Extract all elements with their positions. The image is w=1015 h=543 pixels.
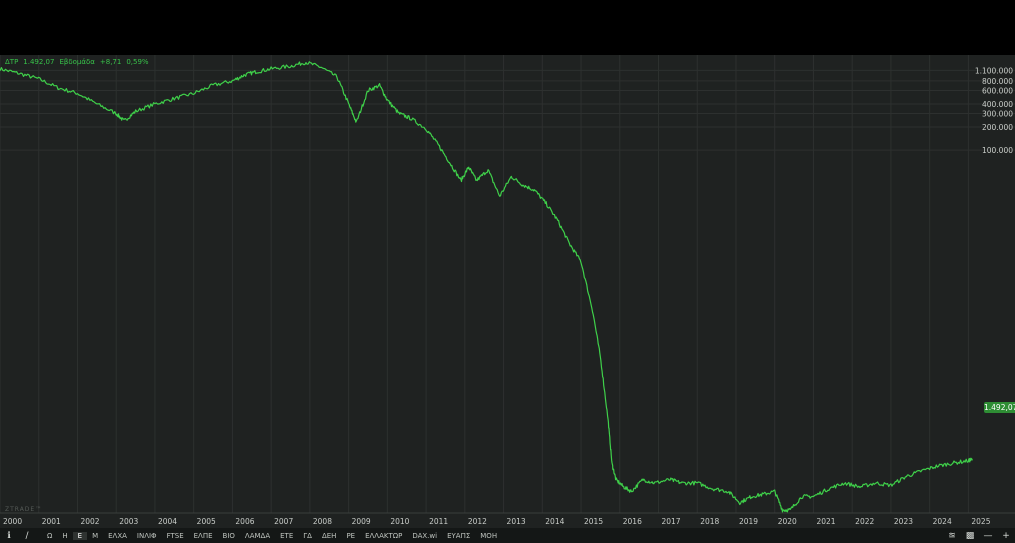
x-tick-label: 2004 bbox=[158, 517, 177, 526]
toolbar-item-1[interactable]: Η bbox=[62, 531, 68, 540]
x-tick-label: 2007 bbox=[274, 517, 293, 526]
x-tick-label: 2019 bbox=[739, 517, 758, 526]
toolbar-item-2[interactable]: Ε bbox=[72, 531, 88, 540]
legend-value: 1.492,07 bbox=[23, 58, 55, 66]
x-tick-label: 2015 bbox=[584, 517, 603, 526]
toolbar-item-16[interactable]: ΕΥΑΠΣ bbox=[447, 531, 471, 540]
legend-symbol: ΔΤΡ bbox=[5, 58, 19, 66]
x-tick-label: 2003 bbox=[119, 517, 138, 526]
toolbar-item-15[interactable]: DAX.wi bbox=[412, 531, 438, 540]
legend-change-pct: 0,59% bbox=[126, 58, 149, 66]
toolbar-item-6[interactable]: FTSE bbox=[166, 531, 184, 540]
top-blank-area bbox=[0, 0, 1015, 55]
x-tick-label: 2011 bbox=[429, 517, 448, 526]
chart-type-icon[interactable]: ≊ bbox=[948, 530, 956, 541]
toolbar-item-3[interactable]: Μ bbox=[92, 531, 99, 540]
x-tick-label: 2020 bbox=[778, 517, 797, 526]
chart-panel[interactable] bbox=[0, 55, 1015, 528]
toolbar-item-13[interactable]: ΡΕ bbox=[346, 531, 356, 540]
x-tick-label: 2010 bbox=[390, 517, 409, 526]
bottom-toolbar: ℹ ∕ Ω Η Ε Μ ΕΛΧΑ ΙΝΛΙΦ FTSE ΕΛΠΕ ΒΙΟ ΛΑΜΔΑ ΕΤΕ ΓΔ ΔΕ… bbox=[0, 528, 1015, 543]
toolbar-item-10[interactable]: ΕΤΕ bbox=[280, 531, 294, 540]
toolbar-item-14[interactable]: ΕΛΛΑΚΤΩΡ bbox=[365, 531, 403, 540]
x-tick-label: 2006 bbox=[235, 517, 254, 526]
legend-period: Εβδομάδα bbox=[59, 58, 95, 66]
toolbar-item-8[interactable]: ΒΙΟ bbox=[222, 531, 235, 540]
x-tick-label: 2024 bbox=[933, 517, 952, 526]
price-series-line bbox=[0, 61, 973, 513]
x-tick-label: 2025 bbox=[971, 517, 990, 526]
toolbar-item-17[interactable]: ΜΟΗ bbox=[480, 531, 498, 540]
x-tick-label: 2000 bbox=[3, 517, 22, 526]
y-tick-label: 600.000 bbox=[982, 86, 1013, 95]
legend-change: +8,71 bbox=[99, 58, 122, 66]
x-tick-label: 2022 bbox=[855, 517, 874, 526]
toolbar-item-4[interactable]: ΕΛΧΑ bbox=[108, 531, 127, 540]
last-price-badge: 1.492,07 bbox=[984, 402, 1015, 413]
toolbar-item-9[interactable]: ΛΑΜΔΑ bbox=[244, 531, 271, 540]
info-icon[interactable]: ℹ bbox=[7, 530, 11, 541]
toolbar-item-5[interactable]: ΙΝΛΙΦ bbox=[136, 531, 157, 540]
y-tick-label: 400.000 bbox=[982, 100, 1013, 109]
x-tick-label: 2014 bbox=[545, 517, 564, 526]
x-tick-label: 2001 bbox=[42, 517, 61, 526]
x-tick-label: 2009 bbox=[352, 517, 371, 526]
y-tick-label: 100.000 bbox=[982, 146, 1013, 155]
y-tick-label: 200.000 bbox=[982, 123, 1013, 132]
grid-layer bbox=[0, 55, 1015, 513]
indicators-icon[interactable]: ▩ bbox=[965, 530, 975, 541]
x-tick-label: 2017 bbox=[661, 517, 680, 526]
x-tick-label: 2021 bbox=[816, 517, 835, 526]
y-tick-label: 300.000 bbox=[982, 110, 1013, 119]
x-axis: 2000 2001 2002 2003 2004 2005 2006 2007 2008 2009… bbox=[0, 512, 1015, 526]
zoom-in-icon[interactable]: + bbox=[1002, 530, 1010, 541]
chart-legend: ΔΤΡ 1.492,07 Εβδομάδα +8,71 0,59% bbox=[5, 58, 154, 66]
x-tick-label: 2002 bbox=[80, 517, 99, 526]
zoom-out-icon[interactable]: — bbox=[983, 530, 993, 541]
x-tick-label: 2012 bbox=[468, 517, 487, 526]
toolbar-item-7[interactable]: ΕΛΠΕ bbox=[193, 531, 213, 540]
toolbar-item-12[interactable]: ΔΕΗ bbox=[321, 531, 337, 540]
line-layer bbox=[0, 61, 973, 513]
y-tick-label: 1.100.000 bbox=[975, 66, 1013, 75]
toolbar-item-0[interactable]: Ω bbox=[47, 531, 53, 540]
toolbar-item-11[interactable]: ΓΔ bbox=[303, 531, 312, 540]
x-tick-label: 2005 bbox=[197, 517, 216, 526]
x-tick-label: 2018 bbox=[700, 517, 719, 526]
x-tick-label: 2016 bbox=[623, 517, 642, 526]
x-tick-label: 2023 bbox=[894, 517, 913, 526]
x-tick-label: 2008 bbox=[313, 517, 332, 526]
x-tick-label: 2013 bbox=[507, 517, 526, 526]
draw-line-icon[interactable]: ∕ bbox=[25, 530, 29, 541]
watermark-logo: ZTRADE™ bbox=[5, 506, 43, 513]
y-tick-label: 800.000 bbox=[982, 77, 1013, 86]
price-chart[interactable]: 2000 2001 2002 2003 2004 2005 2006 2007 2008 2009… bbox=[0, 55, 1015, 528]
